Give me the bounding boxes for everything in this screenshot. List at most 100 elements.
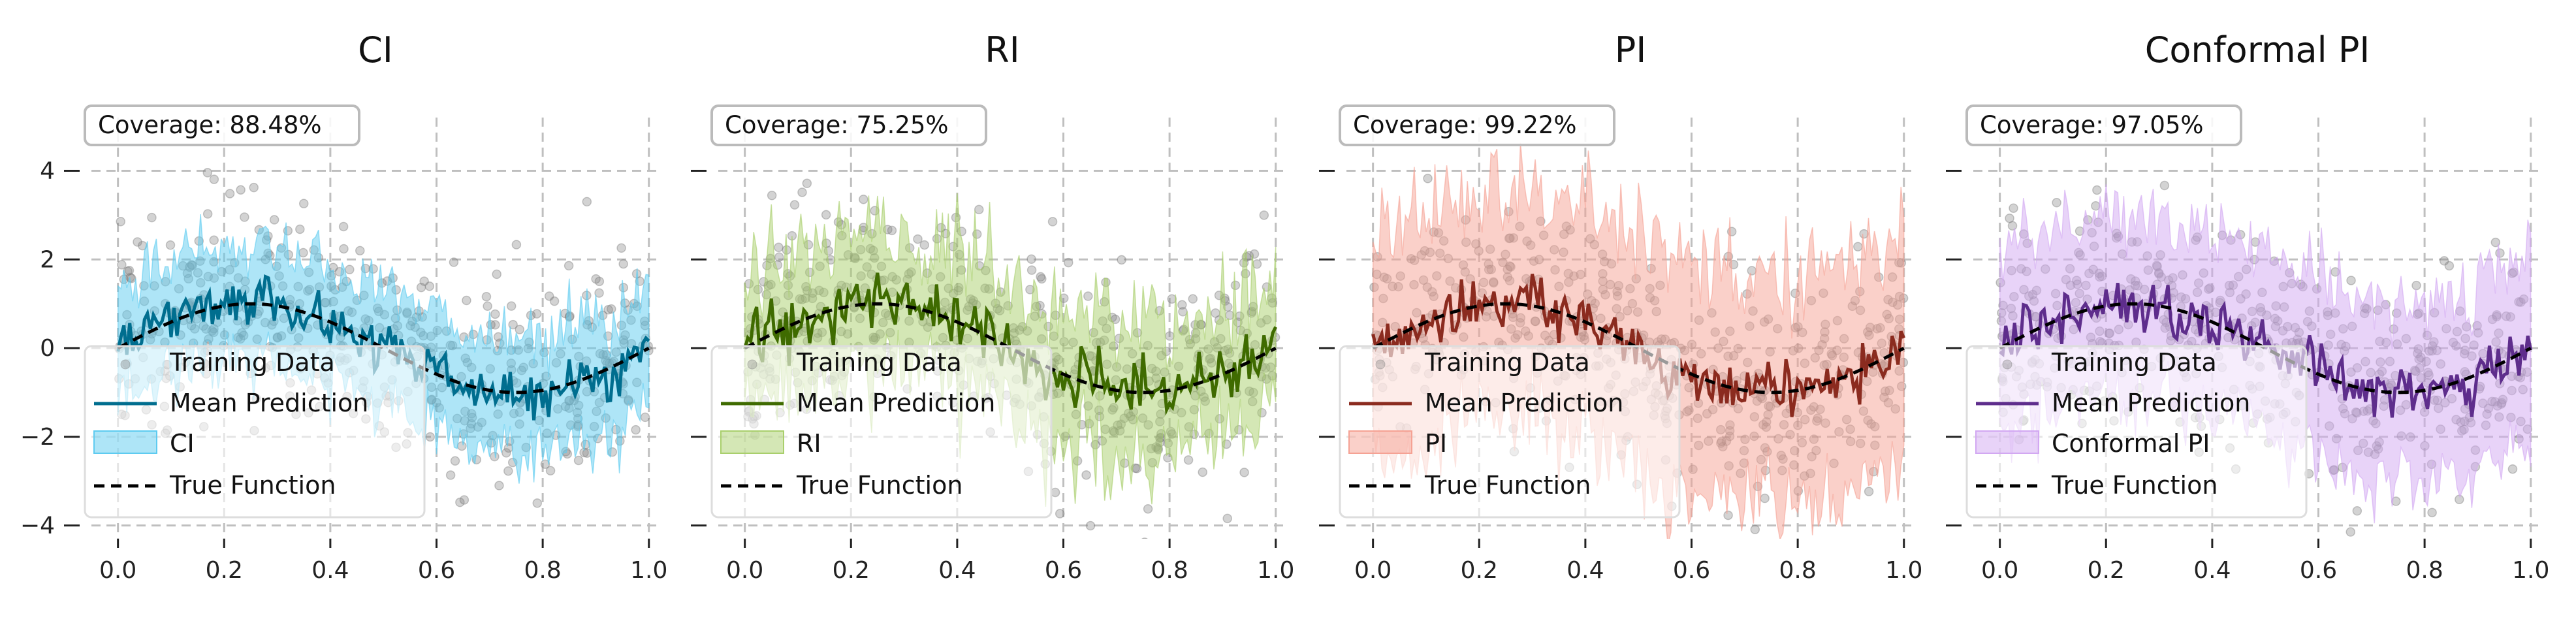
- legend: Training Data Mean Prediction Conformal PI…: [1965, 345, 2308, 519]
- panel-title: RI: [985, 29, 1019, 71]
- legend-label-true_fn: True Function: [1424, 471, 1591, 500]
- x-tick-label: 0.8: [1779, 557, 1816, 584]
- training-point: [1085, 521, 1096, 531]
- coverage-box: Coverage: 75.25%: [710, 104, 987, 146]
- x-tick-label: 0.8: [524, 557, 561, 584]
- x-tick-label: 0.0: [726, 557, 763, 584]
- panel-1: 0.0 0.2 0.4 0.6 0.8 1.0 4 2 0 −2 −4 CI Coverage: 88.…: [20, 29, 667, 584]
- legend-label-true_fn: True Function: [169, 471, 336, 500]
- legend-label-true_fn: True Function: [796, 471, 962, 500]
- training-point: [887, 225, 897, 236]
- y-tick-label: 0: [40, 335, 55, 362]
- training-point: [1183, 455, 1194, 465]
- training-point: [1141, 537, 1148, 539]
- y-tick-label: 4: [40, 157, 55, 184]
- training-point: [919, 240, 930, 250]
- training-point: [640, 412, 650, 423]
- training-point: [797, 187, 807, 197]
- training-point: [117, 260, 127, 270]
- training-point: [416, 282, 426, 293]
- training-point: [1037, 274, 1047, 284]
- training-point: [355, 246, 365, 256]
- mean-prediction-line: [116, 274, 650, 421]
- training-point: [124, 265, 135, 276]
- legend-symbol-band: [1975, 430, 2039, 454]
- training-point: [2427, 507, 2437, 518]
- training-point: [2507, 464, 2518, 474]
- training-point: [449, 257, 459, 267]
- training-point: [2490, 237, 2501, 248]
- legend-label-band: PI: [1425, 429, 1447, 458]
- legend-label-training: Training Data: [1424, 348, 1590, 377]
- training-point: [511, 240, 522, 249]
- y-tick-label: −2: [20, 424, 55, 451]
- training-point: [209, 174, 219, 184]
- coverage-text: Coverage: 88.48%: [98, 111, 322, 139]
- training-point: [501, 448, 511, 458]
- x-tick-label: 0.2: [1461, 557, 1498, 584]
- training-point: [1177, 300, 1187, 310]
- training-point: [913, 234, 923, 244]
- training-point: [591, 274, 601, 284]
- training-point: [1198, 467, 1208, 477]
- training-point: [544, 291, 554, 301]
- training-point: [462, 295, 471, 306]
- training-point: [483, 301, 492, 311]
- x-tick-label: 0.6: [1673, 557, 1710, 584]
- training-point: [2352, 506, 2362, 516]
- training-point: [295, 224, 305, 234]
- training-point: [603, 305, 613, 315]
- x-tick-label: 1.0: [1257, 557, 1294, 584]
- training-point: [133, 237, 142, 247]
- x-tick-label: 0.6: [2300, 557, 2337, 584]
- training-point: [618, 259, 628, 269]
- training-point: [298, 199, 309, 208]
- training-point: [2444, 261, 2455, 271]
- training-point: [490, 309, 500, 319]
- training-point: [236, 185, 246, 195]
- training-point: [209, 235, 219, 246]
- training-point: [607, 304, 616, 314]
- legend-symbol-band: [93, 430, 157, 454]
- training-point: [1423, 174, 1433, 184]
- training-point: [774, 242, 784, 253]
- training-point: [202, 209, 213, 219]
- training-point: [1259, 210, 1269, 220]
- panel-title: Conformal PI: [2145, 29, 2370, 71]
- coverage-box: Coverage: 99.22%: [1339, 104, 1615, 146]
- training-point: [2052, 198, 2061, 208]
- training-point: [424, 281, 435, 291]
- x-tick-label: 1.0: [2512, 557, 2549, 584]
- legend-label-mean: Mean Prediction: [2052, 389, 2250, 417]
- y-tick-label: 2: [40, 246, 55, 273]
- training-point: [789, 200, 800, 210]
- coverage-text: Coverage: 97.05%: [1980, 111, 2204, 139]
- x-tick-label: 0.2: [833, 557, 870, 584]
- x-tick-label: 1.0: [1885, 557, 1922, 584]
- training-point: [1083, 291, 1093, 301]
- x-tick-label: 0.8: [1151, 557, 1188, 584]
- coverage-box: Coverage: 97.05%: [1965, 104, 2242, 146]
- training-point: [455, 497, 465, 507]
- training-point: [2159, 180, 2170, 191]
- training-point: [594, 276, 605, 287]
- training-point: [1143, 504, 1153, 514]
- legend-label-mean: Mean Prediction: [170, 389, 368, 417]
- training-point: [1239, 468, 1249, 477]
- training-point: [459, 495, 469, 505]
- training-point: [2346, 276, 2356, 285]
- x-tick-label: 0.4: [938, 557, 976, 584]
- training-point: [269, 215, 279, 225]
- training-point: [249, 182, 259, 193]
- legend-symbol-band: [720, 430, 784, 454]
- x-tick-label: 0.2: [2088, 557, 2125, 584]
- training-point: [1063, 257, 1073, 268]
- training-point: [1760, 493, 1770, 504]
- training-point: [1036, 272, 1045, 282]
- training-point: [450, 456, 460, 466]
- training-point: [582, 197, 592, 207]
- legend-box: [84, 345, 426, 519]
- coverage-text: Coverage: 99.22%: [1353, 111, 1577, 139]
- training-point: [564, 261, 574, 271]
- training-point: [1117, 255, 1126, 265]
